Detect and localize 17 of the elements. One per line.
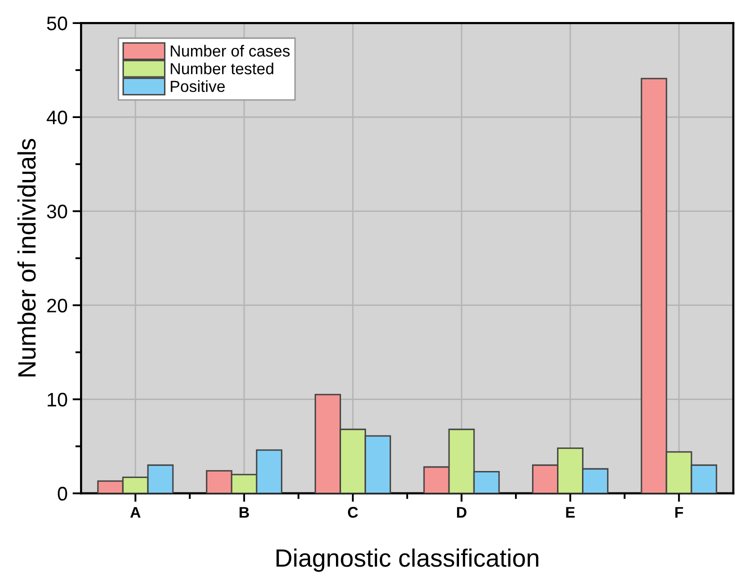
legend-label: Number tested	[170, 62, 274, 74]
y-tick-label: 50	[47, 16, 68, 30]
x-tick-label: F	[675, 507, 684, 518]
x-tick-label: A	[130, 507, 141, 518]
legend-label: Positive	[170, 80, 225, 92]
x-axis-title: Diagnostic classification	[276, 548, 538, 572]
x-tick-label: C	[348, 506, 358, 518]
y-tick-label: 30	[46, 204, 68, 218]
x-tick-label: D	[457, 507, 466, 518]
x-tick-label: B	[240, 507, 249, 518]
y-axis-title: Number of individuals	[17, 138, 36, 376]
legend-label: Number of cases	[170, 44, 290, 57]
y-tick-label: 10	[48, 392, 68, 407]
y-tick-label: 40	[46, 110, 68, 124]
x-tick-label: E	[566, 507, 575, 518]
y-tick-label: 20	[47, 298, 68, 312]
y-tick-label: 0	[58, 486, 68, 501]
